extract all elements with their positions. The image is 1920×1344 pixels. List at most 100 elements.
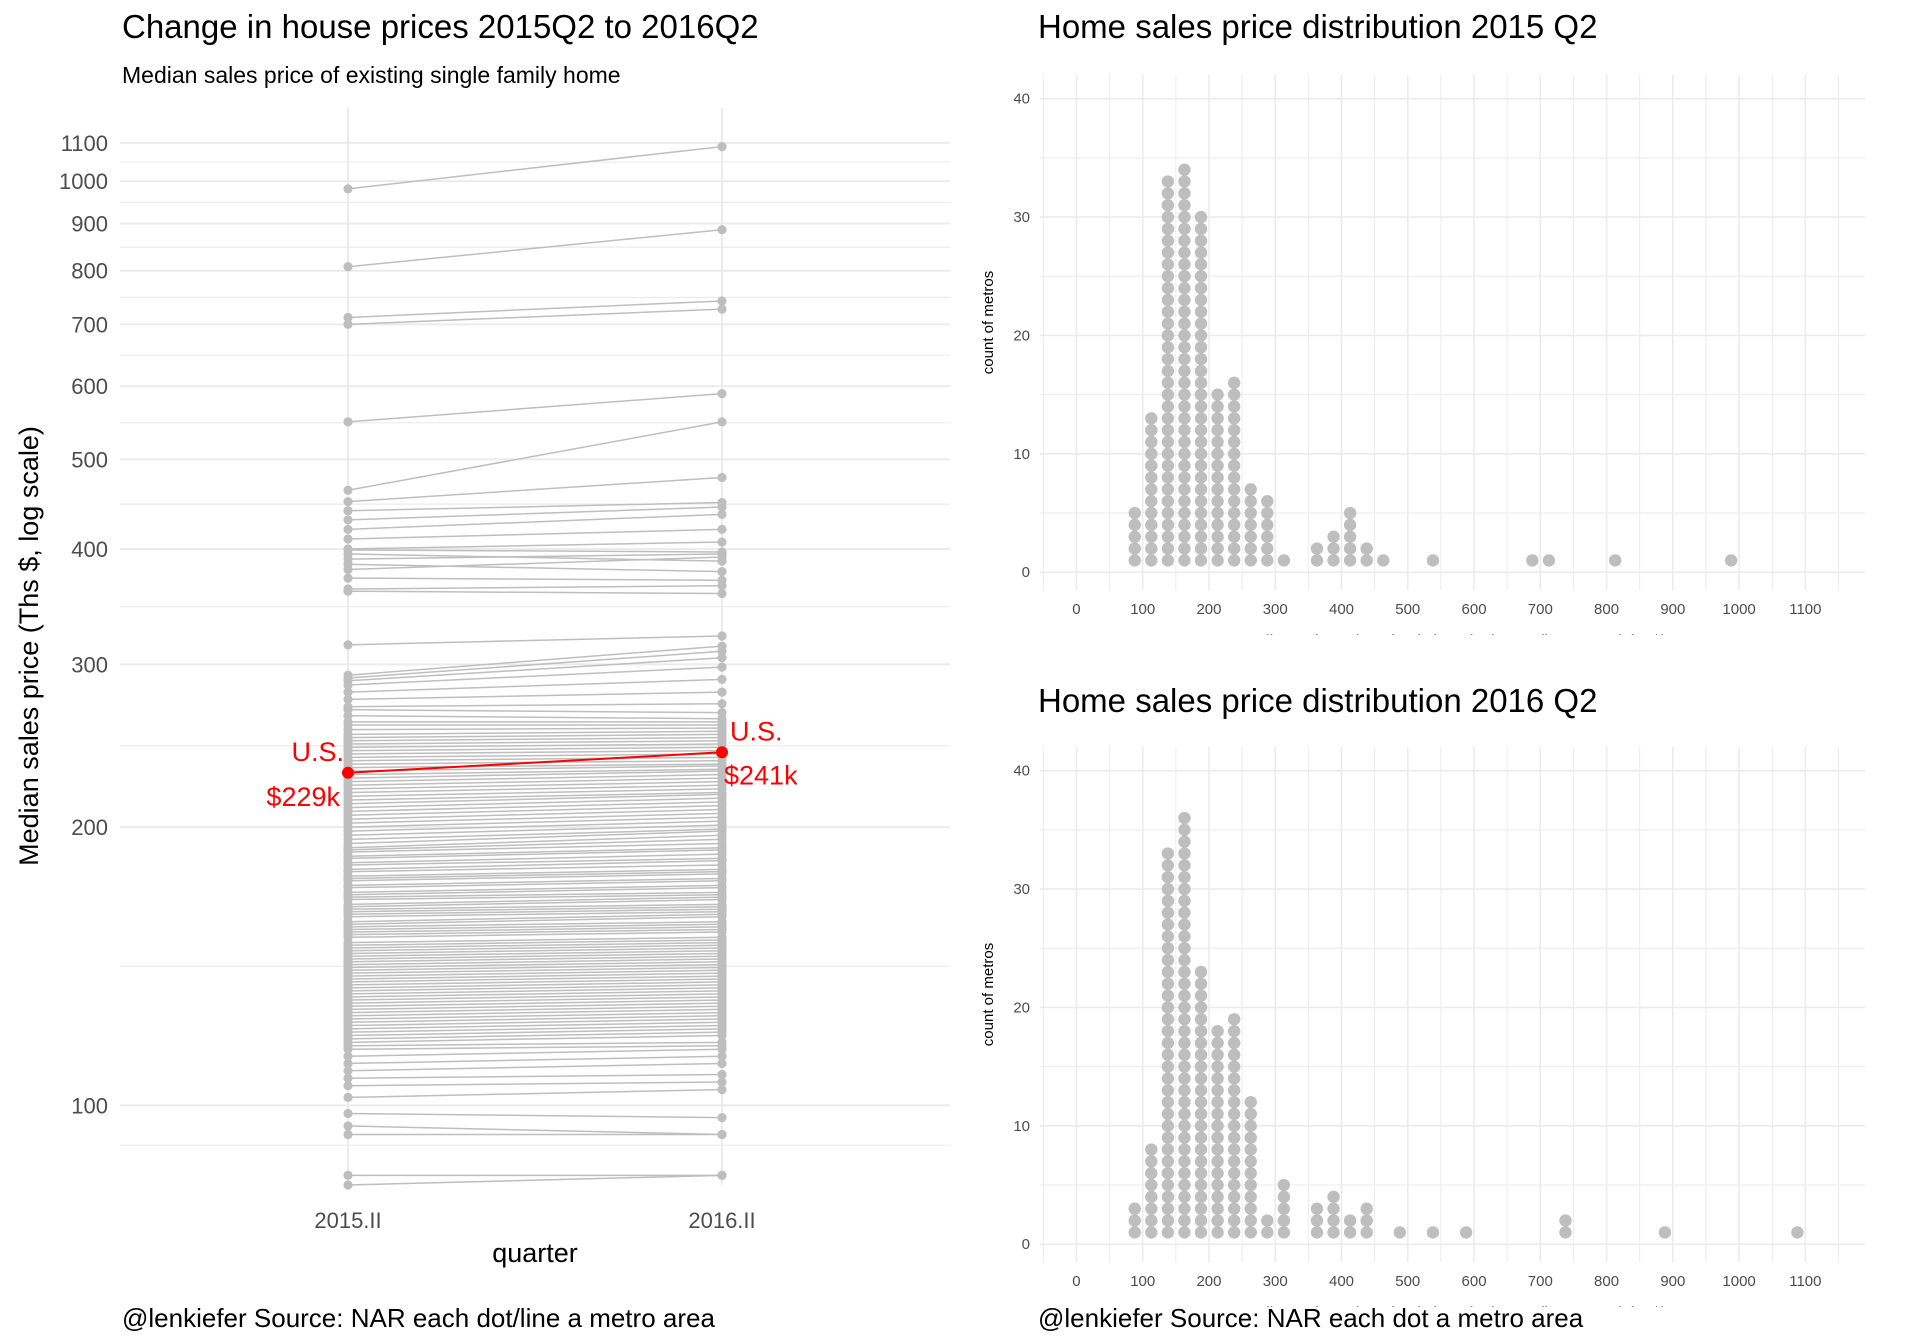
metro-dot (1161, 1119, 1175, 1133)
metro-dot (1128, 1202, 1141, 1215)
metro-dot (1194, 1131, 1208, 1144)
metro-line (347, 886, 723, 896)
metro-dot (1343, 542, 1357, 555)
metro-line (347, 952, 723, 960)
metro-dot (1145, 447, 1158, 461)
metro-dot (1161, 447, 1175, 461)
metro-dot-2015 (343, 1180, 353, 1190)
x-tick-label: 500 (1395, 1273, 1420, 1290)
metro-dot (1178, 175, 1191, 188)
metro-dot (1161, 210, 1175, 224)
metro-dot (1194, 1178, 1208, 1192)
metro-dot (1145, 1202, 1158, 1215)
metro-dot (1178, 542, 1191, 555)
metro-dot (1194, 506, 1208, 520)
metro-dot-2016 (717, 1112, 727, 1123)
metro-dot (1277, 1190, 1291, 1204)
metro-dot (1161, 554, 1175, 567)
metro-dot (1194, 495, 1208, 508)
metro-dot (1145, 412, 1158, 425)
metro-dot (1161, 1131, 1175, 1144)
metro-dot (1194, 435, 1208, 449)
metro-line (347, 501, 723, 512)
metro-line (347, 553, 723, 562)
metro-dot (1194, 530, 1208, 543)
metro-dot (1161, 1214, 1175, 1227)
metro-dot (1327, 1214, 1340, 1227)
metro-dot (1194, 447, 1208, 461)
metro-dot (1178, 293, 1191, 307)
metro-dot (1194, 554, 1208, 567)
metro-dot (1161, 1143, 1175, 1156)
y-tick-label: 10 (1013, 1118, 1030, 1135)
metro-dot (1310, 1214, 1324, 1227)
us-dot-2016 (716, 746, 728, 759)
metro-line (347, 733, 723, 739)
x-tick-label: 100 (1130, 601, 1155, 618)
metro-dot (1178, 305, 1191, 318)
metro-line (347, 898, 723, 908)
metro-dot (1194, 246, 1208, 259)
metro-line (347, 740, 723, 745)
metro-dot (1128, 1226, 1141, 1239)
metro-dot (1343, 1226, 1357, 1239)
metro-dot-2015 (343, 1108, 353, 1119)
metro-line (347, 788, 723, 798)
metro-dot (1128, 554, 1141, 567)
metro-dot (1227, 483, 1241, 496)
metro-dot (1178, 1178, 1191, 1192)
metro-dot-2016 (717, 1085, 727, 1095)
metro-dot (1211, 1131, 1224, 1144)
metro-dot-2015 (343, 1129, 353, 1140)
metro-dot (1194, 1060, 1208, 1073)
metro-dot (1161, 305, 1175, 318)
metro-dot-2015 (343, 534, 353, 544)
metro-dot-2016 (717, 417, 727, 427)
bottom-dotplot-title: Home sales price distribution 2016 Q2 (1038, 682, 1598, 719)
metro-dot (1227, 1131, 1241, 1144)
metro-dot (1194, 364, 1208, 378)
y-tick-label: 0 (1022, 564, 1030, 581)
metro-dot (1244, 1178, 1257, 1192)
metro-dot (1178, 1202, 1191, 1215)
metro-dot (1161, 329, 1175, 342)
metro-dot (1178, 1155, 1191, 1168)
x-tick-label: 300 (1263, 601, 1288, 618)
metro-dot (1194, 1036, 1208, 1050)
metro-line (347, 1011, 723, 1020)
metro-line (347, 678, 723, 693)
us-value-2015: $229k (266, 782, 340, 812)
metro-dot (1261, 506, 1274, 520)
x-tick-label: 800 (1594, 1273, 1619, 1290)
metro-dot (1227, 1190, 1241, 1204)
metro-dot (1261, 1214, 1274, 1227)
metro-dot (1194, 329, 1208, 342)
metro-line (347, 808, 723, 820)
metro-dot (1194, 400, 1208, 413)
x-tick-label: 900 (1660, 601, 1685, 618)
metro-line (347, 1041, 723, 1047)
metro-dot-2016 (717, 1058, 727, 1069)
metro-dot (1161, 894, 1175, 908)
metro-dot (1161, 953, 1175, 967)
metro-dot (1178, 317, 1191, 330)
metro-dot (1161, 530, 1175, 543)
metro-dot (1178, 965, 1191, 979)
metro-line (347, 1045, 723, 1051)
metro-dot (1194, 483, 1208, 496)
metro-dot (1145, 554, 1158, 567)
metro-dot-2015 (343, 319, 353, 329)
metro-dot (1194, 1167, 1208, 1180)
metro-dot (1145, 483, 1158, 496)
metro-dot (1194, 1155, 1208, 1168)
metro-dot-2016 (717, 631, 727, 641)
x-tick-label: 100 (1130, 1273, 1155, 1290)
us-line (347, 751, 723, 774)
metro-dot (1261, 1226, 1274, 1239)
metro-dot-2015 (343, 262, 353, 272)
y-tick-label: 0 (1022, 1236, 1030, 1253)
metro-dot (1161, 246, 1175, 259)
metro-line (347, 906, 723, 913)
metro-line (347, 773, 723, 783)
metro-dot (1360, 1214, 1373, 1227)
